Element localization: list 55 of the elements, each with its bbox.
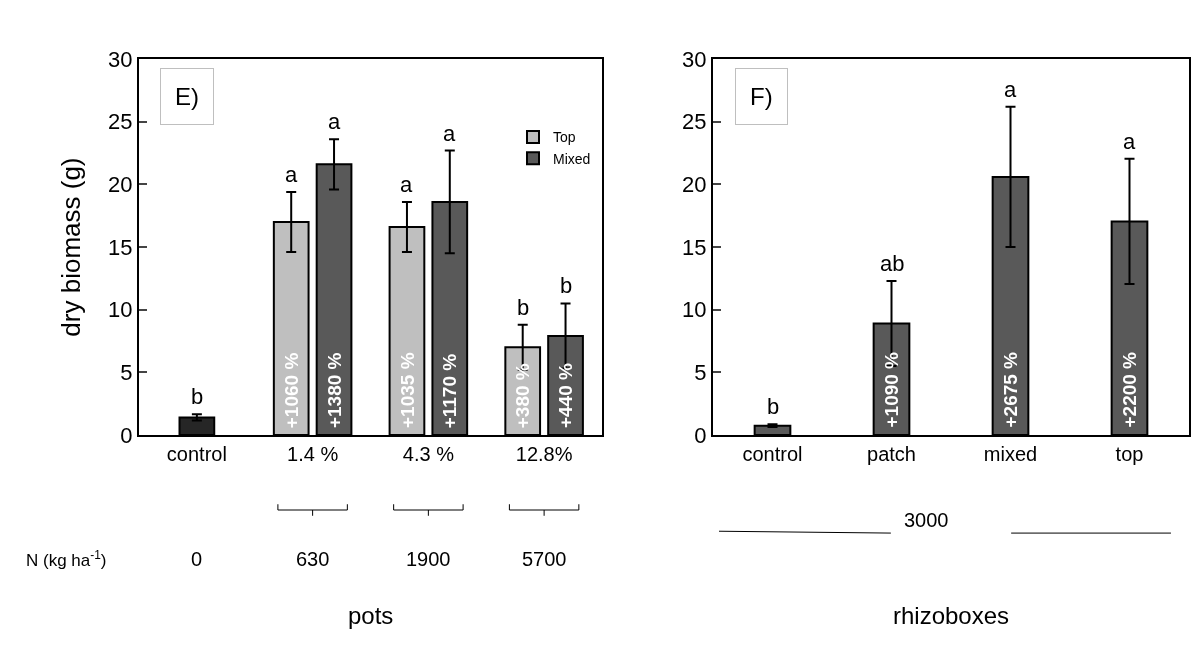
text: 0 [191, 548, 203, 570]
x-tick-label: patch [867, 443, 916, 466]
y-tick-label: 10 [108, 297, 133, 323]
text: 1900 [406, 548, 451, 570]
annotation: a [443, 121, 456, 146]
x-tick-label: 4.3 % [402, 443, 455, 466]
annotation: +1090 % [881, 351, 903, 428]
annotation: +2675 % [1000, 351, 1022, 428]
x-tick-label: control [742, 443, 803, 466]
y-tick-label: 0 [694, 422, 707, 448]
annotation: +1380 % [324, 352, 346, 429]
y-tick-label: 5 [120, 360, 133, 386]
legend-label: Mixed [552, 150, 591, 167]
y-tick-label: 0 [120, 422, 133, 448]
y-tick-label: 30 [682, 46, 707, 72]
annotation: +2200 % [1119, 351, 1141, 428]
annotation: a [1123, 129, 1136, 154]
x-axis-title: pots [348, 602, 394, 629]
annotation: a [328, 109, 341, 134]
y-tick-label: 30 [108, 46, 133, 72]
y-tick-label: 10 [682, 297, 707, 323]
x-tick-label: 1.4 % [287, 443, 339, 466]
text: F) [750, 83, 773, 110]
annotation: b [517, 295, 530, 320]
y-tick-label: 25 [682, 109, 707, 135]
x-tick-label: top [1115, 443, 1144, 466]
text: E) [175, 83, 199, 110]
x-tick-label: 12.8% [515, 443, 573, 466]
annotation: a [400, 172, 413, 197]
text: 630 [296, 548, 330, 570]
y-tick-label: 20 [682, 172, 707, 198]
legend-label: Top [552, 129, 576, 146]
annotation: a [1004, 77, 1017, 102]
y-tick-label: 15 [108, 234, 133, 260]
annotation: +1060 % [281, 352, 303, 429]
y-axis-title: dry biomass (g) [56, 157, 87, 337]
y-tick-label: 20 [108, 172, 133, 198]
x-axis-title: rhizoboxes [893, 602, 1010, 629]
text: 3000 [904, 509, 949, 531]
y-tick-label: 25 [108, 109, 133, 135]
y-tick-label: 15 [682, 234, 707, 260]
x-tick-label: control [166, 443, 227, 466]
annotation: b [560, 273, 573, 298]
annotation: a [285, 162, 298, 187]
y-tick-label: 5 [694, 360, 707, 386]
annotation: ab [880, 251, 905, 276]
annotation: +380 % [512, 363, 534, 429]
text: 5700 [522, 548, 567, 570]
annotation: b [767, 394, 780, 419]
annotation: b [191, 384, 204, 409]
text: N (kg ha$^{-1}$) [26, 548, 107, 571]
annotation: +440 % [555, 362, 577, 429]
x-tick-label: mixed [983, 443, 1038, 466]
annotation: +1170 % [439, 353, 461, 429]
annotation: +1035 % [396, 352, 418, 428]
